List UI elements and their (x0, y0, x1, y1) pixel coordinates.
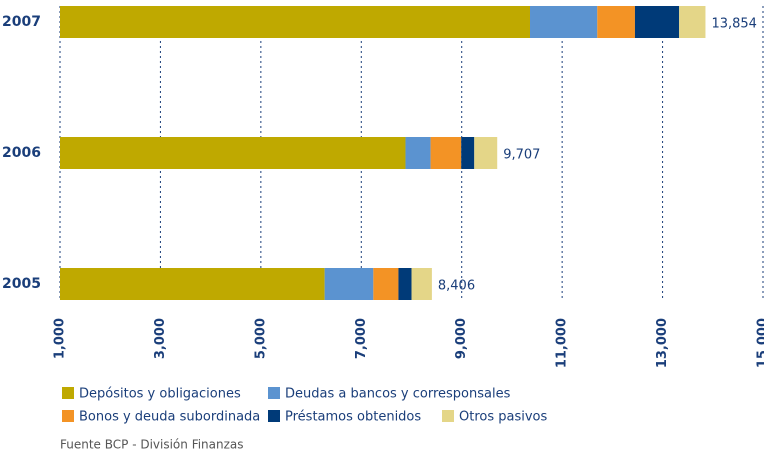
bar-segment (373, 268, 399, 300)
bar-segment (405, 137, 431, 169)
bar-segment (60, 137, 406, 169)
total-label: 9,707 (503, 148, 540, 163)
legend-swatch (62, 410, 74, 422)
legend-label: Deudas a bancos y corresponsales (285, 387, 511, 402)
bar-segment (324, 268, 374, 300)
total-label: 13,854 (711, 17, 757, 32)
legend-label: Otros pasivos (459, 410, 547, 425)
legend-label: Préstamos obtenidos (285, 410, 421, 425)
y-tick-label: 2007 (2, 14, 41, 30)
y-tick-label: 2006 (2, 145, 41, 161)
bar-segment (430, 137, 462, 169)
legend-label: Bonos y deuda subordinada (79, 410, 260, 425)
x-tick-label: 7,000 (354, 318, 369, 359)
bar-segment (398, 268, 412, 300)
x-tick-label: 9,000 (454, 318, 469, 359)
bar-segment (461, 137, 475, 169)
bar-segment (411, 268, 432, 300)
legend-swatch (442, 410, 454, 422)
bar-segment (60, 6, 531, 38)
legend-swatch (268, 387, 280, 399)
x-tick-label: 13,000 (655, 318, 670, 368)
source: Fuente BCP - División Finanzas (60, 438, 244, 452)
bar-segment (679, 6, 706, 38)
x-tick-label: 11,000 (555, 318, 570, 368)
bar-segment (634, 6, 680, 38)
legend-swatch (62, 387, 74, 399)
x-tick-label: 3,000 (153, 318, 168, 359)
legend-label: Depósitos y obligaciones (79, 387, 241, 402)
legend-swatch (268, 410, 280, 422)
x-tick-label: 15,000 (756, 318, 764, 368)
bar-segment (530, 6, 598, 38)
bar-segment (597, 6, 635, 38)
total-label: 8,406 (438, 279, 475, 294)
y-tick-label: 2005 (2, 276, 41, 292)
x-tick-label: 1,000 (53, 318, 68, 359)
bar-segment (60, 268, 325, 300)
bar-segment (474, 137, 498, 169)
x-tick-label: 5,000 (253, 318, 268, 359)
